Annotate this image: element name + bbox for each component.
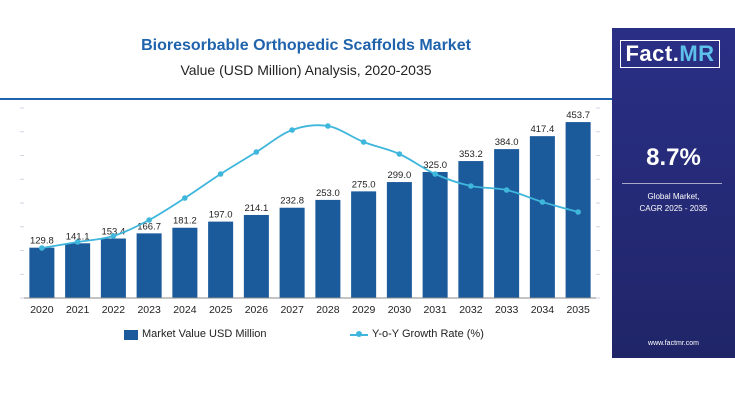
bar-line-chart: 129.8 2020 141.1 2021 153.4 2022 166.7 2023 181.… [20, 107, 600, 316]
growth-point-2025 [217, 171, 224, 177]
bar-2021 [65, 243, 91, 298]
bar-2025 [208, 221, 234, 298]
bar-value-label: 275.0 [352, 179, 376, 190]
growth-point-2021 [74, 239, 81, 245]
legend-line-marker [356, 331, 362, 337]
bar-2033 [494, 149, 520, 298]
bar-2028 [315, 199, 341, 298]
x-tick-label: 2029 [352, 304, 376, 316]
cagr-label: Global Market, CAGR 2025 - 2035 [612, 191, 735, 215]
x-tick-label: 2025 [209, 304, 233, 316]
bar-value-label: 325.0 [423, 160, 447, 171]
growth-point-2031 [432, 171, 438, 177]
bar-value-label: 181.2 [173, 216, 197, 227]
bar-value-label: 197.0 [209, 210, 233, 221]
x-tick-label: 2024 [173, 304, 197, 316]
bar-2023 [136, 233, 162, 298]
bar-2027 [279, 207, 305, 298]
growth-rate-line [41, 124, 579, 249]
factmr-logo: Fact. MR [620, 40, 720, 68]
bar-value-label: 417.4 [530, 124, 554, 135]
growth-point-2023 [146, 217, 152, 223]
growth-point-2020 [39, 245, 45, 251]
growth-point-2028 [325, 123, 331, 129]
x-tick-label: 2030 [388, 304, 412, 316]
x-tick-label: 2034 [531, 304, 555, 316]
x-tick-label: 2035 [566, 304, 590, 316]
x-tick-label: 2033 [495, 304, 519, 316]
bar-2034 [529, 136, 555, 298]
x-tick-label: 2023 [137, 304, 161, 316]
bar-2024 [172, 227, 198, 298]
growth-point-2022 [110, 233, 117, 239]
bar-2030 [386, 182, 412, 298]
title-divider [0, 98, 612, 100]
website-link[interactable]: www.factmr.com [648, 340, 699, 347]
legend-line-label: Y-o-Y Growth Rate (%) [372, 328, 484, 340]
bar-value-label: 253.0 [316, 188, 340, 199]
chart-title: Bioresorbable Orthopedic Scaffolds Marke… [141, 37, 471, 54]
logo-text-fact: Fact. [625, 41, 680, 66]
x-tick-label: 2032 [459, 304, 483, 316]
bar-2029 [351, 191, 377, 298]
x-tick-label: 2031 [423, 304, 447, 316]
bar-value-label: 153.4 [101, 227, 125, 238]
growth-point-2030 [396, 151, 403, 157]
bar-2031 [422, 171, 448, 298]
logo-text-mr: MR [679, 41, 715, 66]
bar-value-label: 232.8 [280, 196, 304, 207]
cagr-value: 8.7% [646, 144, 701, 171]
x-tick-label: 2022 [102, 304, 126, 316]
bar-value-label: 214.1 [244, 203, 268, 214]
cagr-label-line2: CAGR 2025 - 2035 [639, 204, 708, 213]
bar-value-label: 166.7 [137, 221, 161, 232]
bar-2022 [100, 238, 126, 298]
cagr-label-line1: Global Market, [647, 192, 700, 201]
bar-value-label: 353.2 [459, 149, 483, 160]
chart-subtitle: Value (USD Million) Analysis, 2020-2035 [180, 62, 432, 78]
x-tick-label: 2027 [280, 304, 304, 316]
summary-panel: Fact. MR 8.7% Global Market, CAGR 2025 - … [612, 28, 735, 358]
x-tick-label: 2021 [66, 304, 90, 316]
bar-value-label: 299.0 [387, 170, 411, 181]
chart-panel: Bioresorbable Orthopedic Scaffolds Marke… [0, 28, 612, 358]
bar-value-label: 129.8 [30, 236, 54, 247]
growth-point-2034 [539, 199, 546, 205]
bar-value-label: 384.0 [495, 137, 519, 148]
bar-2026 [243, 214, 269, 298]
growth-point-2032 [468, 183, 474, 189]
legend-bar-swatch [124, 330, 138, 340]
x-tick-label: 2026 [245, 304, 269, 316]
infographic-frame: Bioresorbable Orthopedic Scaffolds Marke… [0, 28, 735, 358]
growth-point-2035 [575, 209, 581, 215]
growth-point-2029 [360, 139, 367, 145]
legend-bar-label: Market Value USD Million [142, 328, 267, 340]
x-tick-label: 2020 [30, 304, 54, 316]
bar-2020 [29, 247, 55, 298]
growth-point-2024 [182, 195, 188, 201]
growth-point-2027 [289, 127, 295, 133]
chart-legend: Market Value USD Million Y-o-Y Growth Ra… [0, 326, 612, 346]
bar-value-label: 453.7 [566, 110, 590, 121]
cagr-divider [622, 183, 722, 184]
growth-point-2033 [503, 187, 510, 193]
bar-value-label: 141.1 [66, 231, 90, 242]
growth-point-2026 [253, 149, 260, 155]
bar-2032 [458, 161, 484, 298]
x-tick-label: 2028 [316, 304, 340, 316]
